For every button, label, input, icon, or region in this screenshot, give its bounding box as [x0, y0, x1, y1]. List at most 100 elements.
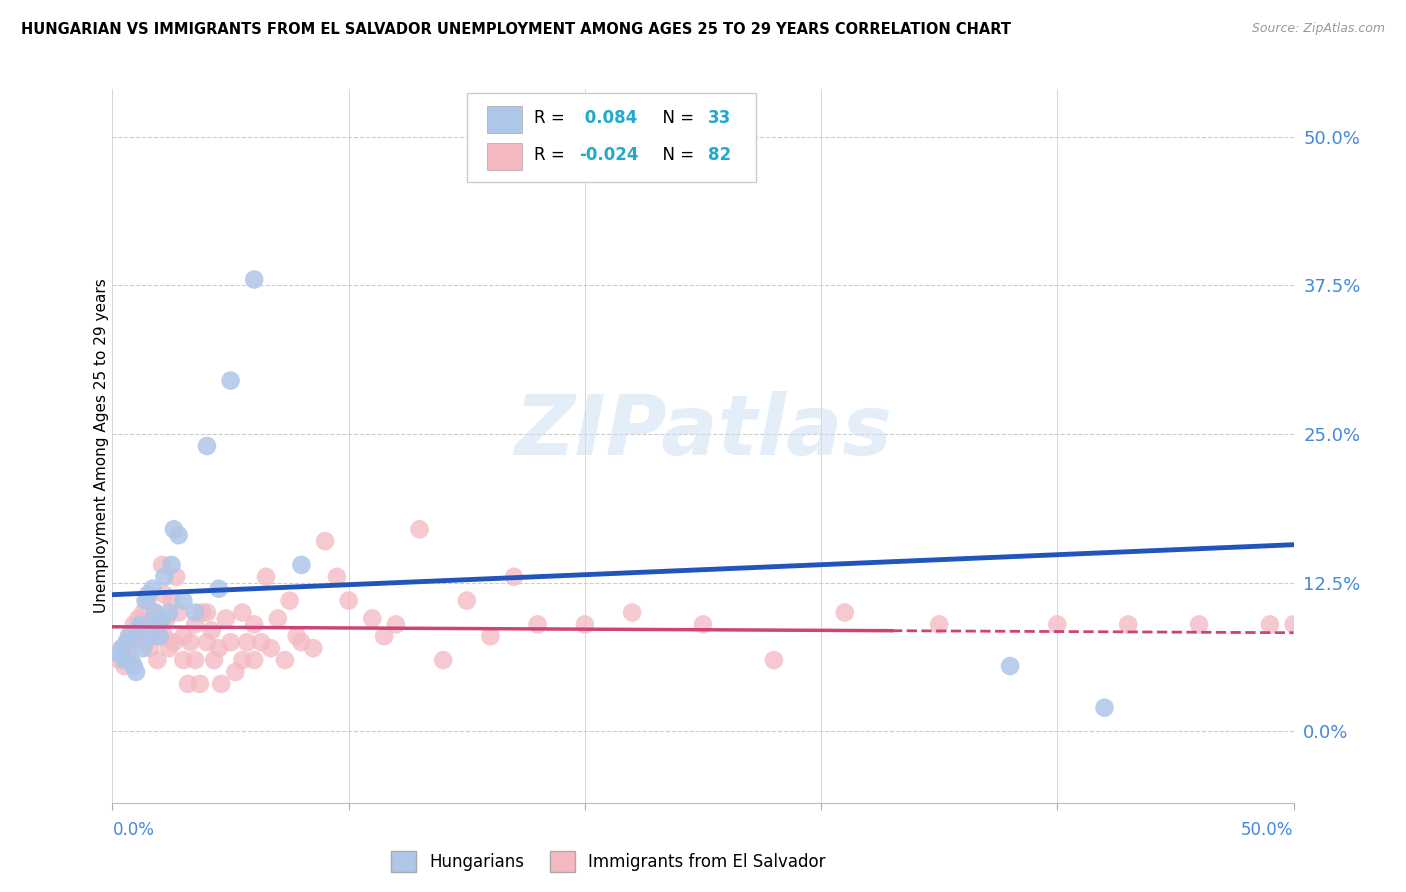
Point: [285, 629, 308, 643]
Point: [177, 677, 200, 691]
Point: [125, 624, 148, 638]
Point: [132, 641, 155, 656]
Point: [135, 593, 157, 607]
Point: [167, 606, 190, 620]
Point: [195, 606, 218, 620]
Point: [167, 528, 190, 542]
Point: [136, 593, 159, 607]
Point: [157, 641, 180, 656]
Point: [191, 606, 214, 620]
Point: [1094, 700, 1116, 714]
Point: [762, 653, 785, 667]
Point: [314, 534, 336, 549]
Text: -0.024: -0.024: [579, 145, 638, 163]
Point: [149, 617, 172, 632]
Point: [219, 374, 242, 388]
Point: [267, 611, 290, 625]
Point: [928, 617, 950, 632]
Point: [153, 588, 176, 602]
Point: [1116, 617, 1139, 632]
Point: [120, 635, 142, 649]
Point: [574, 617, 596, 632]
Point: [127, 624, 149, 638]
Point: [290, 558, 312, 572]
Point: [260, 641, 283, 656]
Point: [998, 659, 1021, 673]
Point: [129, 617, 152, 632]
Point: [834, 606, 856, 620]
Point: [408, 522, 430, 536]
Point: [118, 629, 141, 643]
Point: [115, 647, 138, 661]
Point: [621, 606, 644, 620]
Point: [127, 611, 149, 625]
Point: [385, 617, 408, 632]
Point: [172, 653, 194, 667]
Point: [1258, 617, 1281, 632]
Point: [337, 593, 360, 607]
Point: [184, 606, 207, 620]
Point: [149, 629, 172, 643]
Point: [111, 641, 134, 656]
Point: [361, 611, 384, 625]
Y-axis label: Unemployment Among Ages 25 to 29 years: Unemployment Among Ages 25 to 29 years: [94, 278, 108, 614]
Point: [150, 558, 173, 572]
Point: [163, 522, 186, 536]
Point: [231, 653, 253, 667]
Point: [231, 606, 253, 620]
Point: [184, 653, 207, 667]
Point: [236, 635, 259, 649]
Text: 82: 82: [707, 145, 731, 163]
Point: [290, 635, 312, 649]
Point: [135, 635, 157, 649]
Point: [160, 593, 183, 607]
Point: [146, 617, 169, 632]
Point: [143, 606, 166, 620]
Point: [125, 665, 148, 679]
Text: 33: 33: [707, 109, 731, 127]
Point: [195, 635, 218, 649]
Point: [160, 558, 183, 572]
Point: [165, 570, 187, 584]
Point: [146, 653, 169, 667]
Point: [432, 653, 454, 667]
Point: [195, 439, 218, 453]
Point: [209, 677, 232, 691]
Point: [157, 606, 180, 620]
Point: [122, 617, 145, 632]
Point: [326, 570, 349, 584]
Point: [108, 653, 131, 667]
Point: [139, 629, 162, 643]
Point: [503, 570, 526, 584]
Text: N =: N =: [652, 109, 700, 127]
Point: [172, 593, 194, 607]
Point: [188, 677, 211, 691]
Point: [1282, 617, 1305, 632]
Point: [373, 629, 395, 643]
Point: [215, 611, 238, 625]
Point: [172, 629, 194, 643]
Point: [118, 629, 141, 643]
Point: [143, 606, 166, 620]
Point: [692, 617, 714, 632]
Point: [112, 653, 135, 667]
Text: 50.0%: 50.0%: [1241, 821, 1294, 838]
Point: [139, 641, 162, 656]
Legend: Hungarians, Immigrants from El Salvador: Hungarians, Immigrants from El Salvador: [382, 843, 834, 880]
Point: [243, 272, 266, 286]
Point: [108, 647, 131, 661]
Text: Source: ZipAtlas.com: Source: ZipAtlas.com: [1251, 22, 1385, 36]
Point: [526, 617, 548, 632]
Point: [250, 635, 273, 649]
Point: [208, 582, 231, 596]
Text: ZIPatlas: ZIPatlas: [515, 392, 891, 472]
Point: [302, 641, 325, 656]
Point: [150, 611, 173, 625]
Point: [163, 635, 186, 649]
Point: [254, 570, 277, 584]
Text: 0.0%: 0.0%: [112, 821, 155, 838]
Text: 0.084: 0.084: [579, 109, 637, 127]
Text: N =: N =: [652, 145, 700, 163]
FancyBboxPatch shape: [467, 93, 756, 182]
Text: R =: R =: [534, 109, 569, 127]
